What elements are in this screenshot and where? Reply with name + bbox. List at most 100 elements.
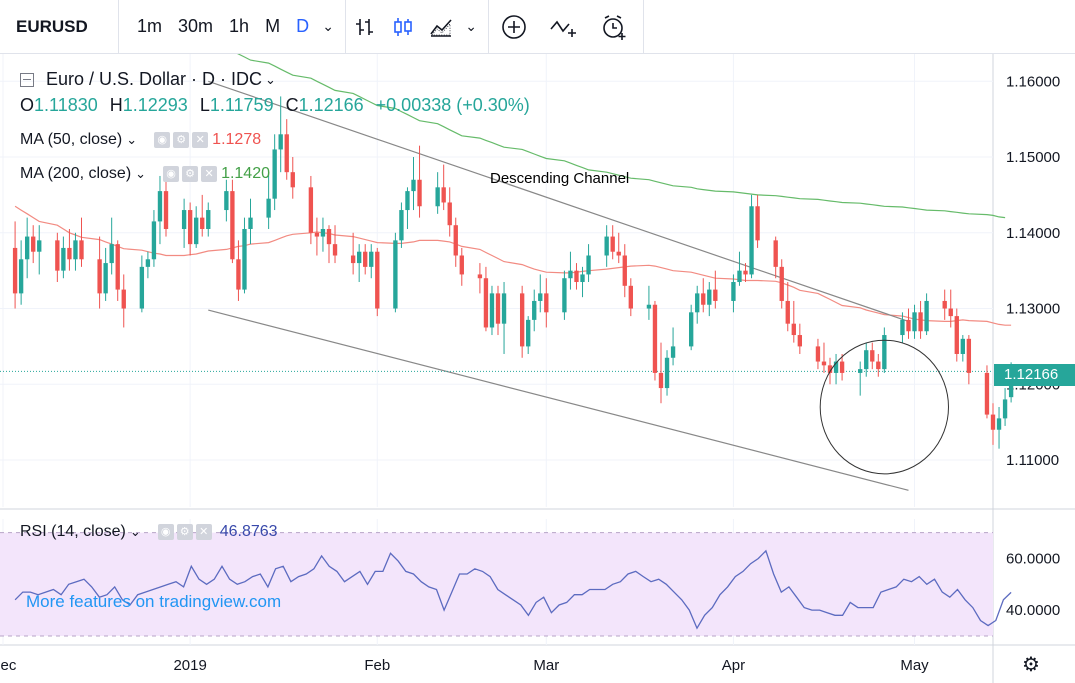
chevron-down-icon[interactable]: ⌄ [129, 524, 141, 539]
candle-body [356, 251, 362, 264]
candle-body [405, 191, 410, 211]
symbol-title: Euro / U.S. Dollar · D · IDC [46, 69, 263, 89]
interval-button[interactable]: 1m [137, 16, 163, 36]
candle-body [248, 217, 253, 229]
candle-body [713, 289, 718, 301]
chevron-down-icon[interactable]: ⌄ [265, 71, 276, 87]
candle-body [459, 255, 464, 275]
candle-body [821, 361, 827, 366]
toolbar-divider [118, 0, 119, 53]
close-icon[interactable]: ✕ [192, 132, 209, 148]
gear-icon[interactable]: ⚙ [182, 166, 199, 182]
chevron-down-icon[interactable]: ⌄ [465, 18, 477, 34]
candle-body [544, 293, 549, 313]
rsi-legend[interactable]: RSI (14, close) ⌄ ◉ ⚙ ✕ 46.8763 [20, 523, 278, 541]
bar-chart-icon[interactable] [346, 16, 384, 38]
candle-body [755, 206, 760, 241]
area-chart-icon[interactable] [422, 16, 460, 38]
eye-icon[interactable]: ◉ [163, 166, 180, 182]
interval-button[interactable]: 30m [178, 16, 214, 36]
candle-body [230, 191, 235, 260]
chevron-down-icon[interactable]: ⌄ [135, 166, 147, 181]
close-icon[interactable]: ✕ [201, 166, 218, 182]
candle-body [489, 293, 495, 328]
add-indicator-icon[interactable] [489, 14, 539, 40]
candle-body [779, 266, 784, 301]
channel-line [208, 309, 909, 491]
gear-icon[interactable]: ⚙ [176, 524, 193, 540]
candle-body [568, 270, 573, 279]
ma50-legend[interactable]: MA (50, close) ⌄ ◉ ⚙ ✕ 1.1278 [20, 131, 261, 149]
settings-gear-icon[interactable]: ⚙ [1022, 654, 1040, 676]
y-tick-label: 1.11000 [1006, 452, 1059, 469]
watermark-link[interactable]: More features on tradingview.com [26, 592, 282, 611]
candle-body [858, 369, 863, 373]
compare-icon[interactable] [539, 15, 589, 39]
candle-body [200, 217, 205, 229]
candle-body [574, 270, 579, 283]
open-label: O [20, 95, 35, 115]
collapse-icon[interactable] [20, 72, 34, 87]
channel-line [208, 80, 909, 322]
candle-body [24, 236, 30, 260]
candle-body [906, 319, 911, 332]
chevron-down-icon[interactable]: ⌄ [126, 132, 138, 147]
candle-body [477, 274, 483, 279]
candle-body [731, 282, 736, 301]
eye-icon[interactable]: ◉ [154, 132, 171, 148]
candle-body [145, 259, 151, 267]
candle-body [948, 308, 953, 317]
candle-body [12, 247, 18, 294]
interval-button[interactable]: 1h [229, 16, 250, 36]
candle-body [187, 210, 193, 245]
candle-body [194, 217, 199, 245]
candle-body [151, 221, 157, 260]
x-tick-label: Feb [364, 657, 390, 674]
x-tick-label: Mar [533, 657, 559, 674]
rsi-label: RSI (14, close) [20, 523, 126, 540]
candle-body [31, 236, 36, 252]
candle-body [882, 335, 887, 370]
alert-icon[interactable] [589, 13, 639, 41]
candle-body [695, 293, 700, 313]
candle-body [18, 259, 24, 294]
candle-body [785, 300, 790, 324]
candle-body [628, 285, 633, 309]
chevron-down-icon[interactable]: ⌄ [322, 18, 334, 34]
candlestick-icon[interactable] [384, 16, 422, 38]
candle-body [586, 255, 591, 275]
candle-body [864, 350, 869, 370]
candle-body [447, 202, 452, 226]
candle-body [67, 247, 72, 260]
candle-body [526, 319, 531, 347]
gear-icon[interactable]: ⚙ [173, 132, 190, 148]
channel-annotation: Descending Channel [490, 170, 630, 187]
candle-body [610, 236, 615, 252]
candle-body [393, 240, 398, 309]
eye-icon[interactable]: ◉ [157, 524, 174, 540]
candle-body [815, 346, 821, 362]
candle-body [791, 323, 796, 336]
candle-body [290, 172, 295, 188]
y-tick-label: 1.14000 [1006, 225, 1060, 242]
candle-body [97, 259, 102, 294]
candle-body [266, 198, 271, 218]
symbol-legend[interactable]: Euro / U.S. Dollar · D · IDC ⌄ [20, 69, 276, 90]
interval-button[interactable]: D [296, 16, 310, 36]
rsi-value: 46.8763 [219, 523, 278, 540]
candle-body [990, 414, 996, 430]
close-icon[interactable]: ✕ [195, 524, 212, 540]
y-tick-label: 1.16000 [1006, 73, 1060, 90]
candle-body [954, 316, 959, 354]
interval-button[interactable]: M [265, 16, 281, 36]
candle-body [773, 240, 778, 267]
candle-body [924, 300, 929, 332]
x-tick-label: Apr [722, 657, 745, 674]
candle-body [157, 191, 163, 222]
candle-body [749, 206, 754, 275]
candle-body [369, 251, 374, 267]
open-value: 1.11830 [34, 95, 98, 115]
y-tick-label: 1.15000 [1006, 149, 1060, 166]
ma200-legend[interactable]: MA (200, close) ⌄ ◉ ⚙ ✕ 1.1420 [20, 165, 270, 183]
symbol-search-button[interactable]: EURUSD [16, 16, 88, 36]
